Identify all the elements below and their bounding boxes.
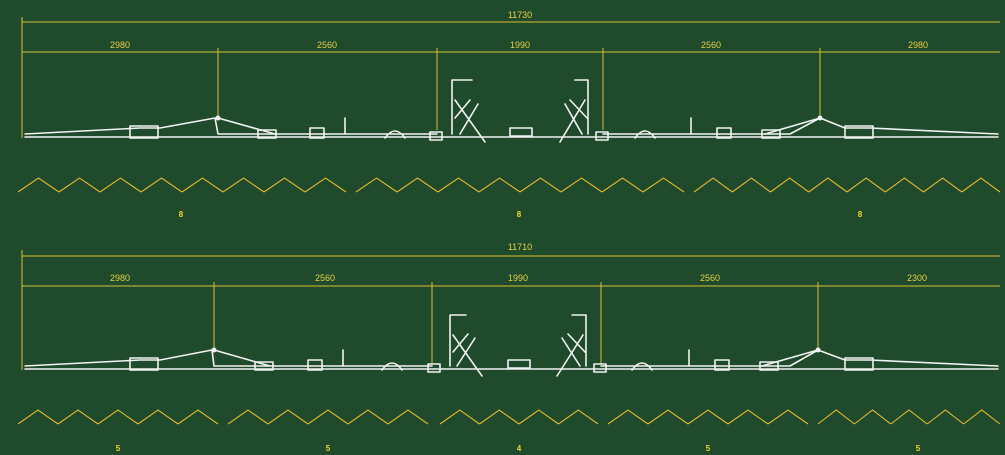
- section-labels-2: 5 5 4 5 5: [116, 444, 921, 453]
- spray-fan: [890, 409, 928, 425]
- spray-fan: [478, 177, 521, 193]
- spray-fan: [97, 409, 139, 425]
- segment-dimension-label: 2980: [908, 40, 928, 50]
- total-dimension-label: 11730: [508, 10, 532, 20]
- spray-fan: [177, 409, 219, 425]
- segment-dimension-label: 2300: [907, 273, 927, 283]
- spray-fan: [846, 177, 886, 193]
- segment-dimension-label: 2980: [110, 273, 130, 283]
- spray-fan: [57, 409, 99, 425]
- spray-fan: [519, 177, 562, 193]
- section-label: 8: [179, 210, 184, 219]
- spray-fan: [387, 409, 429, 425]
- diagram-2: 11710 2980 2560 1990 2560 2300: [17, 242, 1001, 453]
- segment-dimensions-2: 2980 2560 1990 2560 2300: [22, 273, 1000, 364]
- section-label: 5: [916, 444, 921, 453]
- spray-fan: [854, 409, 892, 425]
- spray-fans-2: [17, 409, 1001, 425]
- spray-fan: [560, 177, 603, 193]
- section-label: 8: [858, 210, 863, 219]
- spray-fan: [479, 409, 520, 425]
- segment-dimension-label: 1990: [510, 40, 530, 50]
- spray-fan: [642, 177, 685, 193]
- spray-fans-1: [17, 177, 1001, 193]
- segment-dimension-label: 1990: [508, 273, 528, 283]
- section-labels-1: 8 8 8: [179, 210, 863, 219]
- spray-fan: [767, 409, 809, 425]
- spray-fan: [558, 409, 599, 425]
- spray-fan: [137, 409, 179, 425]
- spray-fan: [923, 177, 963, 193]
- boom-2: [24, 314, 999, 377]
- segment-dimension-label: 2560: [315, 273, 335, 283]
- spray-fan: [961, 177, 1001, 193]
- total-dimension-label: 11710: [508, 242, 532, 252]
- spray-fan: [817, 409, 855, 425]
- spray-fan: [731, 177, 771, 193]
- spray-fan: [181, 177, 224, 193]
- segment-dimension-label: 2560: [701, 40, 721, 50]
- spray-fan: [647, 409, 689, 425]
- diagram-1: 11730 2980 2560 1990 2560 2980: [17, 10, 1001, 219]
- section-label: 5: [326, 444, 331, 453]
- spray-fan: [607, 409, 649, 425]
- spray-fan: [58, 177, 101, 193]
- spray-fan: [518, 409, 559, 425]
- spray-fan: [222, 177, 265, 193]
- spray-fan: [140, 177, 183, 193]
- spray-fan: [17, 409, 59, 425]
- spray-fan: [267, 409, 309, 425]
- section-label: 5: [706, 444, 711, 453]
- spray-fan: [347, 409, 389, 425]
- spray-fan: [437, 177, 480, 193]
- spray-fan: [396, 177, 439, 193]
- spray-fan: [884, 177, 924, 193]
- segment-dimension-label: 2980: [110, 40, 130, 50]
- spray-fan: [17, 177, 60, 193]
- segment-dimensions-1: 2980 2560 1990 2560 2980: [22, 40, 1000, 130]
- spray-fan: [926, 409, 964, 425]
- total-dimension-1: 11730: [21, 10, 1000, 138]
- spray-fan: [227, 409, 269, 425]
- spray-fan: [355, 177, 398, 193]
- spray-fan: [808, 177, 848, 193]
- spray-fan: [601, 177, 644, 193]
- spray-fan: [693, 177, 733, 193]
- section-label: 8: [517, 210, 522, 219]
- spray-fan: [439, 409, 480, 425]
- total-dimension-2: 11710: [21, 242, 1000, 370]
- spray-fan: [727, 409, 769, 425]
- spray-fan: [307, 409, 349, 425]
- spray-fan: [963, 409, 1001, 425]
- boom-1: [24, 79, 999, 143]
- segment-dimension-label: 2560: [700, 273, 720, 283]
- spray-fan: [304, 177, 347, 193]
- spray-fan: [99, 177, 142, 193]
- segment-dimension-label: 2560: [317, 40, 337, 50]
- section-label: 5: [116, 444, 121, 453]
- section-label: 4: [517, 444, 522, 453]
- spray-fan: [687, 409, 729, 425]
- spray-fan: [263, 177, 306, 193]
- spray-fan: [770, 177, 810, 193]
